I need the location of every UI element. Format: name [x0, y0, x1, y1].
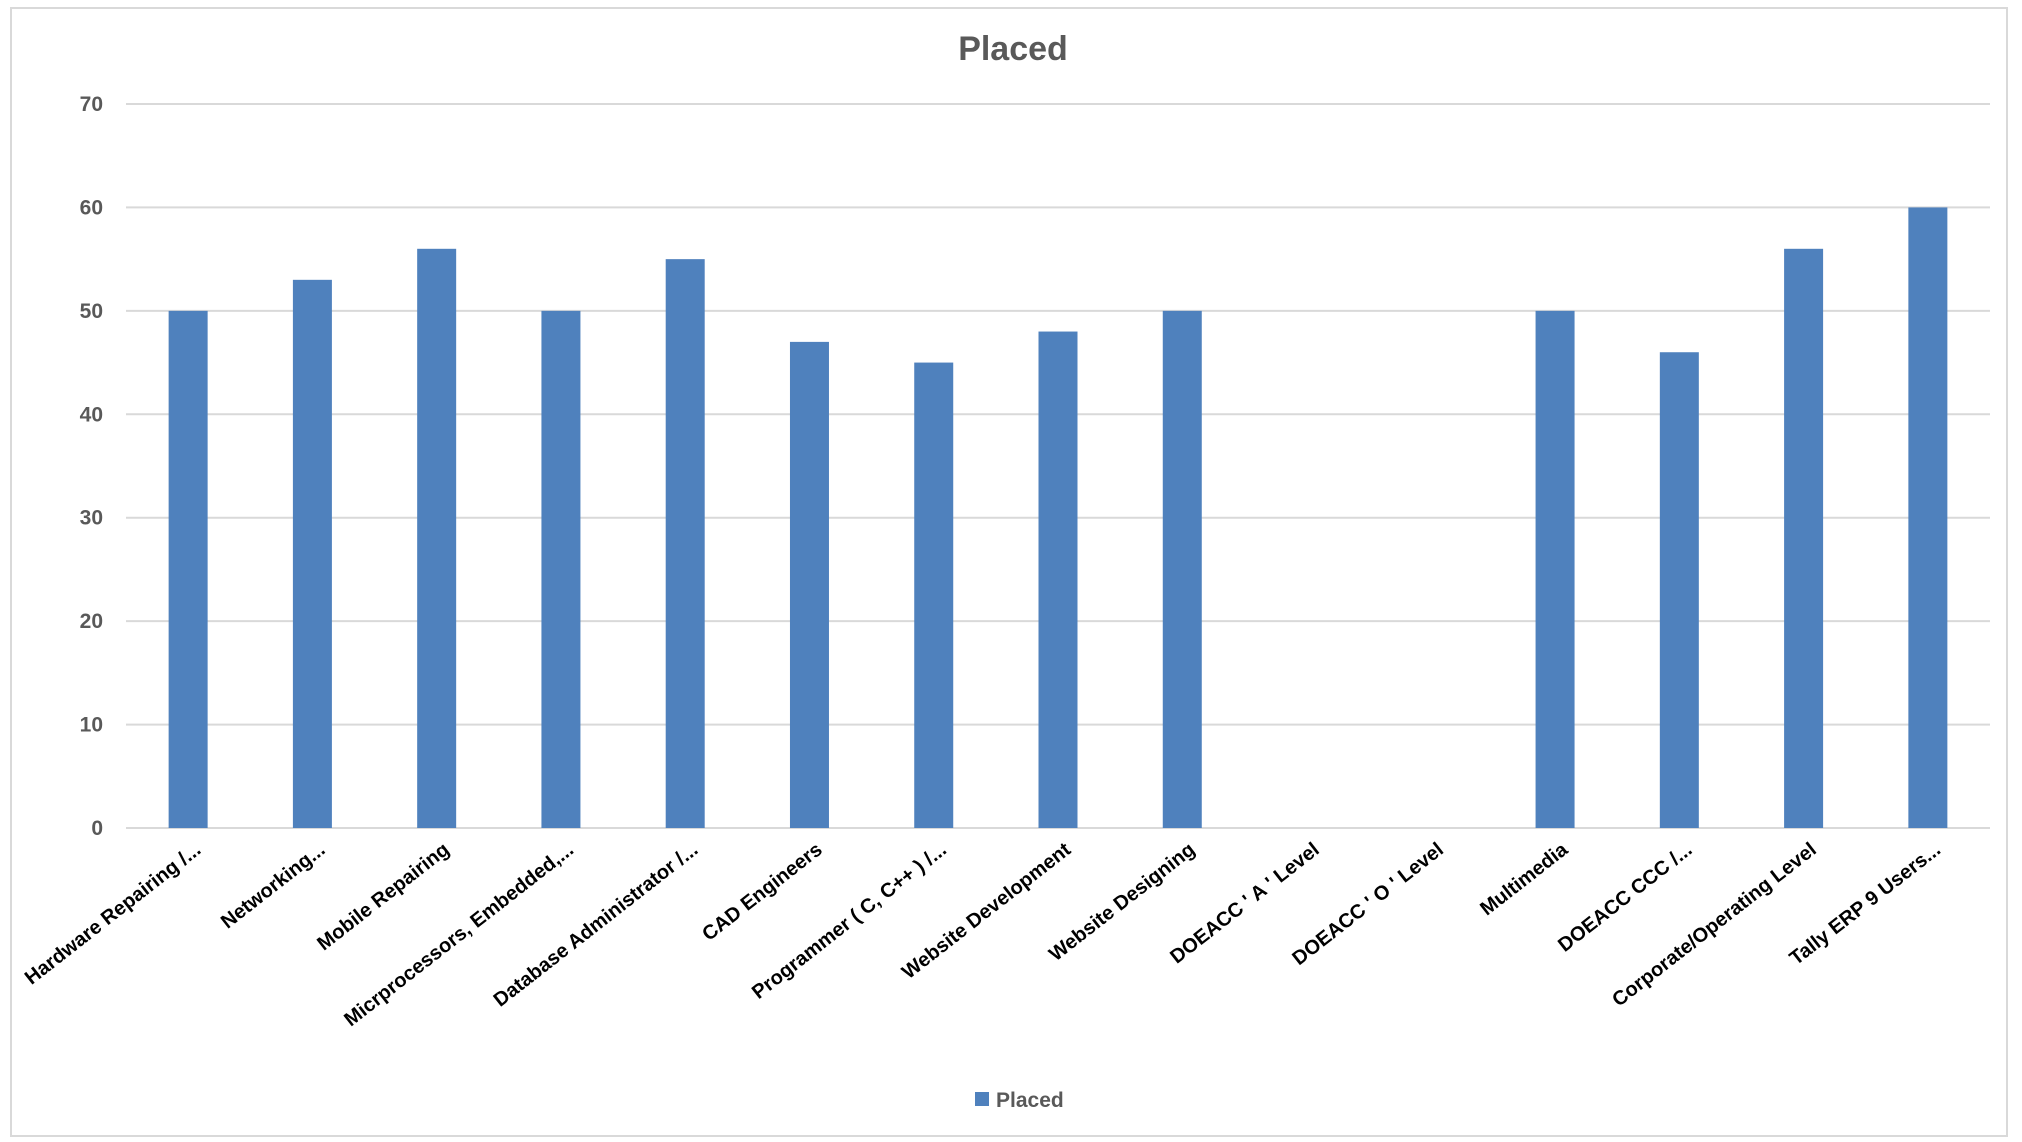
- x-tick-label: CAD Engineers: [698, 839, 826, 946]
- chart-title: Placed: [958, 30, 1068, 68]
- y-tick-label: 50: [80, 300, 103, 323]
- bar-1: [168, 310, 208, 828]
- y-tick-label: 60: [80, 196, 103, 219]
- bar-2: [292, 279, 332, 828]
- x-tick-label: Corporate/Operating Level: [1608, 839, 1820, 1012]
- x-tick-label: DOEACC CCC /...: [1554, 839, 1696, 957]
- bar-8: [1038, 331, 1078, 828]
- bar-4: [541, 310, 581, 828]
- y-tick-label: 0: [91, 817, 103, 840]
- bar-15: [1908, 207, 1948, 828]
- bar-9: [1162, 310, 1202, 828]
- x-tick-label: Micrprocessors, Embedded,...: [340, 839, 578, 1032]
- y-tick-label: 40: [80, 403, 103, 426]
- bar-7: [914, 362, 954, 828]
- y-axis-tick-labels: 0 10 20 30 40 50 60 70: [80, 93, 103, 840]
- bar-3: [417, 248, 457, 829]
- x-tick-label: Networking...: [217, 839, 330, 934]
- y-tick-label: 70: [80, 93, 103, 116]
- x-tick-label: Mobile Repairing: [313, 839, 454, 956]
- x-tick-label: Database Administrator /...: [490, 839, 703, 1012]
- legend-label-placed: Placed: [996, 1089, 1064, 1112]
- y-tick-label: 10: [80, 714, 103, 737]
- y-tick-label: 30: [80, 507, 103, 530]
- x-tick-label: Programmer ( C, C++ ) /...: [748, 839, 951, 1004]
- x-tick-label: Multimedia: [1476, 838, 1573, 920]
- legend: Placed: [975, 1089, 1064, 1112]
- legend-swatch: [975, 1092, 989, 1106]
- bar-14: [1784, 248, 1824, 829]
- x-axis-tick-labels: Hardware Repairing /... Networking...Mobi…: [21, 838, 1945, 1031]
- bar-6: [789, 341, 829, 828]
- bar-13: [1659, 352, 1699, 828]
- y-tick-label: 20: [80, 610, 103, 633]
- bar-5: [665, 259, 705, 829]
- bar-12: [1535, 310, 1575, 828]
- x-tick-label: Hardware Repairing /...: [21, 839, 205, 990]
- bars: [168, 207, 1948, 829]
